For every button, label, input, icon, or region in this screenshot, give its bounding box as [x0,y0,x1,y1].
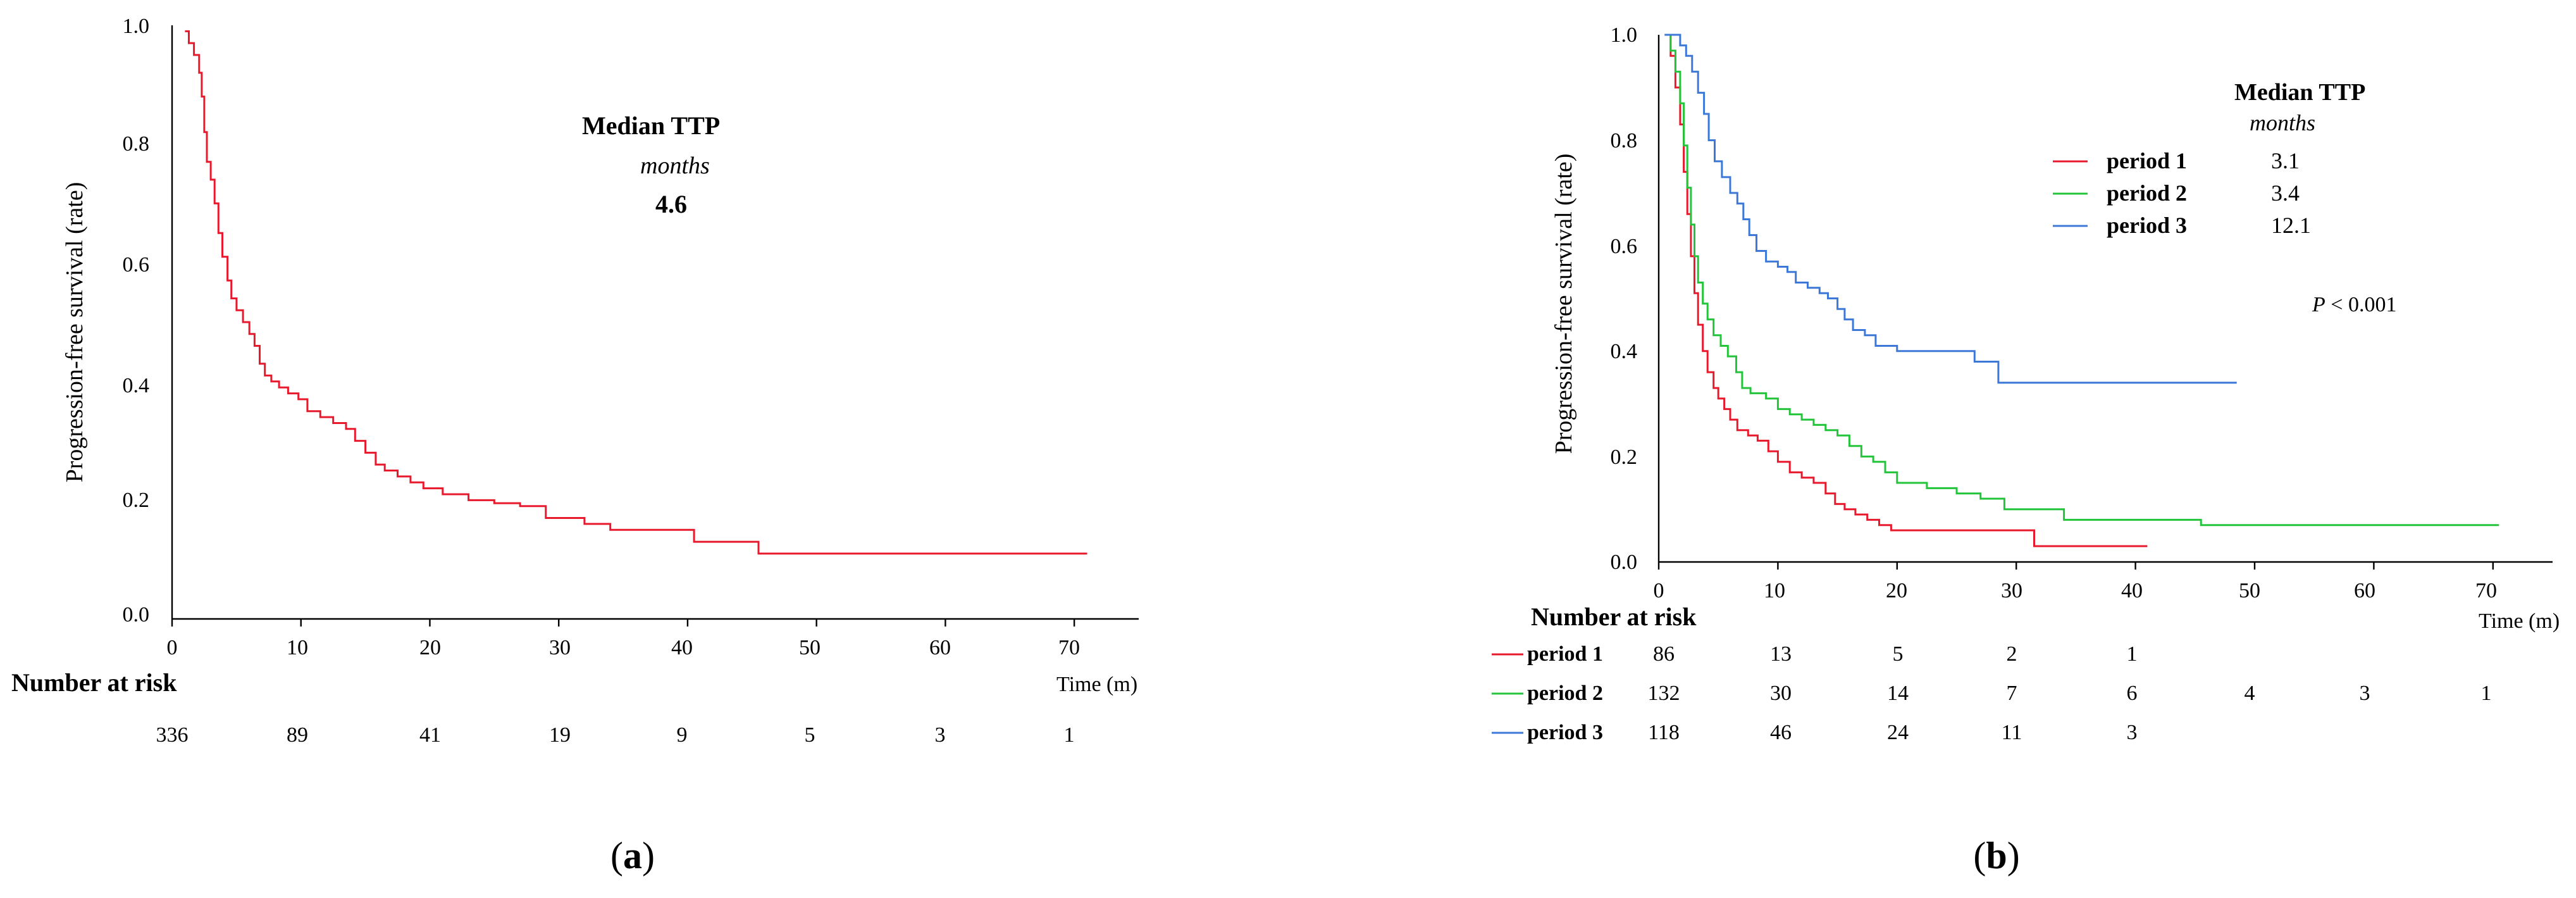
b-ylabel: Progression-free survival (rate) [1551,154,1577,454]
a-panel-label: (a) [610,835,655,876]
a-median-subtitle: months [640,153,710,179]
b-risk-value: 86 [1653,642,1675,666]
b-risk-value: 3 [2360,682,2370,705]
b-risk-value: 118 [1648,721,1680,744]
b-xtick-label: 30 [2001,579,2022,602]
b-xtick-label: 60 [2354,579,2375,602]
b-risk-value: 7 [2007,682,2017,705]
a-ytick-label: 0.0 [123,603,150,627]
b-risk-title: Number at risk [1531,602,1697,631]
b-ytick-label: 0.2 [1611,446,1638,469]
b-ytick-label: 0.4 [1611,340,1638,363]
b-xlabel: Time (m) [2479,609,2560,633]
a-ytick-label: 0.6 [123,253,150,277]
b-risk-value: 14 [1887,682,1909,705]
legend-median-period-2: 3.4 [2271,180,2300,206]
b-ytick-label: 0.6 [1611,235,1638,258]
a-risk-value: 3 [935,723,946,747]
a-xlabel: Time (m) [1056,673,1137,696]
legend-label-period-1: period 1 [2107,148,2187,173]
legend-label-period-3: period 3 [2107,213,2187,238]
b-curve-period-3 [1664,34,2237,384]
a-median-value: 4.6 [655,190,687,218]
a-risk-value: 336 [156,723,189,747]
a-risk-value: 1 [1064,723,1075,747]
b-legend-subtitle: months [2250,110,2315,135]
a-risk-value: 41 [419,723,441,747]
b-pvalue-prefix: P [2312,293,2325,316]
b-curve-period-2 [1664,34,2499,527]
a-risk-value: 19 [549,723,571,747]
a-risk-value: 5 [805,723,815,747]
b-risk-value: 24 [1887,721,1909,744]
b-risk-value: 132 [1648,682,1680,705]
b-risk-value: 3 [2127,721,2138,744]
a-xtick-label: 40 [671,636,693,659]
a-ytick-label: 0.4 [123,374,150,397]
a-xtick-label: 70 [1058,636,1080,659]
b-risk-value: 2 [2007,642,2017,666]
b-pvalue: P < 0.001 [2312,293,2396,316]
a-panel-letter: a [623,835,642,876]
b-ytick-label: 0.0 [1611,551,1638,574]
b-risk-value: 6 [2127,682,2138,705]
a-median-title: Median TTP [582,111,720,140]
a-ytick-label: 0.8 [123,132,150,156]
b-risk-value: 30 [1770,682,1792,705]
legend-median-period-1: 3.1 [2271,148,2300,173]
risk-row-3-label: period 3 [1527,721,1603,744]
a-curve-all [185,30,1087,555]
legend-label-period-2: period 2 [2107,180,2187,206]
a-risk-value: 89 [287,723,308,747]
b-risk-value: 11 [2002,721,2022,744]
b-ytick-label: 1.0 [1611,23,1638,47]
panel-b: 0.0 0.2 0.4 0.6 0.8 1.0 Progression-free… [1492,23,2560,876]
b-risk-value: 4 [2245,682,2255,705]
a-xtick-label: 10 [287,636,308,659]
a-risk-title: Number at risk [11,668,177,697]
b-xtick-label: 70 [2475,579,2497,602]
a-xtick-label: 60 [929,636,951,659]
a-ytick-label: 0.2 [123,489,150,512]
b-risk-value: 5 [1893,642,1904,666]
b-pvalue-text: < 0.001 [2325,293,2397,316]
risk-row-2-label: period 2 [1527,682,1603,705]
a-risk-value: 9 [677,723,688,747]
a-xtick-label: 50 [799,636,820,659]
b-xtick-label: 50 [2239,579,2260,602]
b-panel-label: (b) [1973,835,2019,876]
a-xtick-label: 20 [419,636,441,659]
b-curve-period-1 [1664,34,2148,547]
b-panel-letter: b [1986,835,2007,876]
legend-median-period-3: 12.1 [2271,213,2311,238]
b-risk-value: 46 [1770,721,1792,744]
b-risk-value: 1 [2127,642,2138,666]
panel-a: 0.0 0.2 0.4 0.6 0.8 1.0 Progression-free… [11,15,1139,876]
a-xtick-label: 0 [167,636,178,659]
b-xtick-label: 0 [1654,579,1664,602]
b-ytick-label: 0.8 [1611,129,1638,153]
a-ylabel: Progression-free survival (rate) [61,182,88,483]
risk-row-1-label: period 1 [1527,642,1603,666]
a-ytick-label: 1.0 [123,15,150,38]
b-xtick-label: 10 [1764,579,1785,602]
b-risk-value: 1 [2481,682,2492,705]
b-xtick-label: 40 [2121,579,2143,602]
a-xtick-label: 30 [549,636,571,659]
b-legend-title: Median TTP [2234,79,2365,106]
b-risk-value: 13 [1770,642,1792,666]
b-xtick-label: 20 [1886,579,1907,602]
